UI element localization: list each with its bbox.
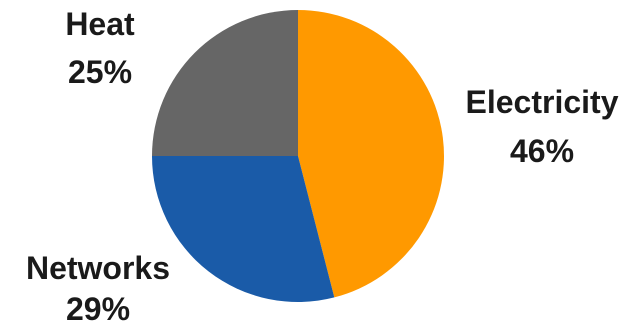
slice-label-electricity-name: Electricity [466,84,619,120]
pie-labels: Electricity 46% Networks 29% Heat 25% [26,6,619,326]
slice-label-heat-value: 25% [68,54,132,90]
pie-slice-networks [152,156,335,302]
pie-slice-electricity [298,10,444,298]
slice-label-heat-name: Heat [65,6,135,42]
pie-slices [152,10,444,302]
pie-slice-heat [152,10,298,156]
slice-label-electricity-value: 46% [510,133,574,169]
slice-label-networks-name: Networks [26,250,170,286]
slice-label-networks-value: 29% [66,291,130,326]
